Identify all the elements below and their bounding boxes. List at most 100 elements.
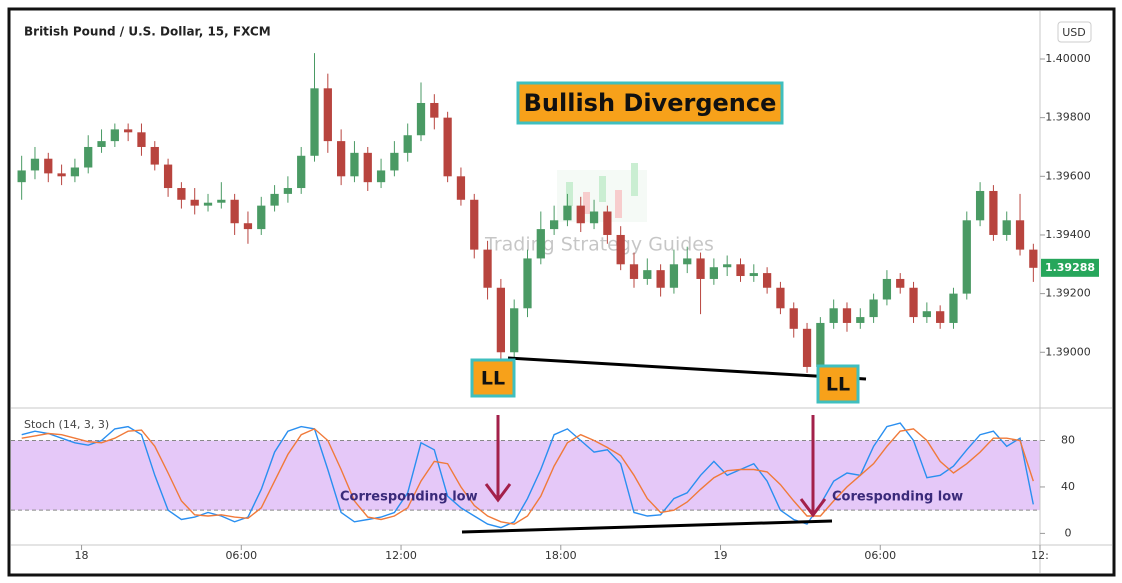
watermark-bg	[557, 170, 647, 222]
candle-body	[390, 152, 399, 171]
arrow	[484, 415, 512, 503]
plot-layer: 1.39000 1.39200 1.39400 1.39600 1.39800 1.400…	[17, 52, 1099, 562]
candle-body	[496, 287, 506, 353]
candle-body	[896, 278, 905, 288]
stoch-trendline	[461, 519, 833, 534]
x-tick-label: 06:00	[225, 549, 257, 562]
candle-body	[30, 158, 40, 171]
candle-body	[616, 234, 625, 265]
candle-body	[110, 129, 119, 142]
candle-body	[975, 190, 985, 221]
x-tick-label: 18	[75, 549, 89, 562]
candle-body	[869, 299, 878, 318]
candle-body	[57, 173, 66, 177]
candle-body	[350, 152, 359, 177]
candle-body	[736, 264, 745, 277]
annotation-ll: LL	[826, 374, 850, 396]
candle-body	[576, 205, 585, 224]
x-tick-label: 12:00	[385, 549, 417, 562]
candle-body	[749, 273, 758, 277]
watermark: Trading Strategy Guides	[484, 234, 714, 256]
arrow	[799, 415, 827, 518]
candle-body	[84, 146, 93, 168]
candle-body	[257, 205, 266, 230]
annotation-title: Bullish Divergence	[524, 89, 777, 117]
watermark-candle	[566, 182, 573, 206]
candle-body	[376, 170, 386, 183]
candle-body	[589, 211, 599, 224]
candle-body	[936, 311, 945, 323]
candle-body	[949, 293, 958, 323]
candle-body	[1015, 220, 1025, 250]
candle-body	[163, 164, 173, 189]
stoch-title: Stoch (14, 3, 3)	[24, 418, 109, 431]
stoch-band	[11, 440, 1040, 511]
candle-body	[829, 308, 838, 323]
y-tick-label: 1.39200	[1045, 287, 1091, 300]
x-tick-label: 19	[714, 549, 728, 562]
candle-body	[856, 317, 865, 323]
candle-body	[523, 258, 532, 309]
annotation-ll: LL	[481, 368, 505, 390]
candle-body	[776, 287, 785, 309]
candle-body	[230, 199, 239, 224]
candle-body	[70, 167, 80, 177]
candle-body	[456, 176, 466, 200]
watermark-candle	[631, 163, 638, 196]
candle-body	[549, 220, 559, 230]
annotation-low: Corresponding low	[340, 490, 478, 505]
candle-body	[696, 258, 705, 279]
annotation-box	[816, 364, 860, 404]
candle-body	[97, 141, 106, 147]
candle-body	[297, 155, 306, 189]
chart-title: British Pound / U.S. Dollar, 15, FXCM	[24, 25, 271, 39]
last-price: 1.39288	[1045, 261, 1095, 274]
watermark-icon	[557, 163, 647, 222]
x-tick-label: 12:	[1031, 549, 1049, 562]
y-tick-label: 1.39000	[1045, 345, 1091, 358]
y-tick-label: 1.39600	[1045, 169, 1091, 182]
candle-body	[909, 287, 918, 318]
currency-box	[1057, 21, 1092, 43]
candle-body	[483, 249, 492, 288]
candle-body	[643, 270, 652, 279]
watermark-candle	[615, 190, 622, 218]
candle-body	[430, 102, 439, 118]
candle-body	[709, 267, 718, 279]
currency: USD	[1062, 26, 1086, 39]
y-tick-label: 40	[1061, 480, 1075, 493]
y-tick-label: 0	[1065, 526, 1072, 539]
candle-body	[243, 223, 253, 230]
candle-body	[44, 158, 53, 174]
candle-body	[842, 308, 852, 323]
candle-body	[922, 311, 931, 318]
watermark-candle	[583, 192, 590, 214]
last-price-box	[1041, 258, 1099, 277]
candle-body	[789, 308, 798, 329]
candle-body	[989, 190, 998, 235]
candle-body	[403, 135, 412, 153]
candle-body	[17, 170, 26, 183]
x-tick-label: 06:00	[864, 549, 896, 562]
candle-body	[723, 264, 732, 268]
stoch-band-layer	[11, 440, 1040, 511]
candle-body	[683, 258, 692, 265]
candle-body	[962, 220, 971, 294]
y-tick-label: 80	[1061, 434, 1075, 447]
candle-body	[270, 193, 279, 206]
x-tick-label: 18:00	[545, 549, 577, 562]
candle-body	[323, 88, 332, 142]
annotation-box	[516, 81, 784, 125]
candle-body	[177, 188, 186, 200]
y-tick-label: 1.39400	[1045, 228, 1091, 241]
candle-body	[363, 152, 372, 183]
candle-body	[150, 146, 159, 165]
candle-body	[510, 308, 519, 353]
candle-body	[443, 117, 452, 177]
candle-body	[310, 88, 319, 156]
candle-body	[802, 328, 812, 367]
y-tick-label: 1.39800	[1045, 111, 1091, 124]
candle-body	[536, 229, 545, 259]
candle-body	[563, 205, 572, 221]
